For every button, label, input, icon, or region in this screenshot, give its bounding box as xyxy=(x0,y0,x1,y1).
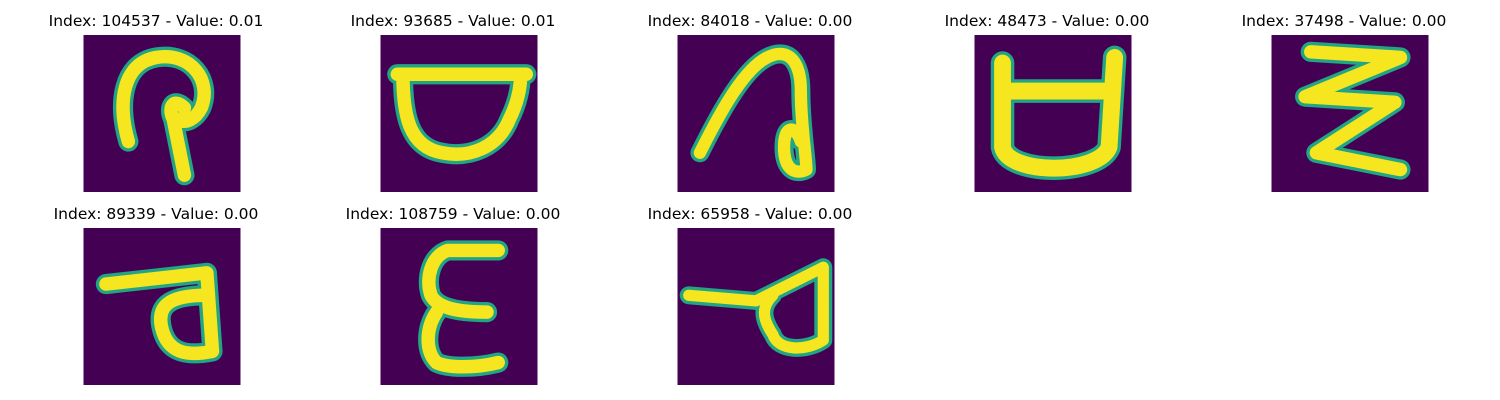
arch-with-loop-character-image xyxy=(677,35,835,192)
pointer-loop-character-image xyxy=(677,228,835,385)
panel-title: Index: 48473 - Value: 0.00 xyxy=(944,12,1150,30)
panel-title: Index: 65958 - Value: 0.00 xyxy=(647,205,853,223)
panel-title: Index: 89339 - Value: 0.00 xyxy=(53,205,259,223)
panel-title: Index: 93685 - Value: 0.01 xyxy=(350,12,556,30)
panel-title: Index: 108759 - Value: 0.00 xyxy=(345,205,561,223)
panel-title: Index: 104537 - Value: 0.01 xyxy=(48,12,264,30)
flag-loop-character-image xyxy=(83,228,241,385)
zigzag-character-image xyxy=(1271,35,1429,192)
bowl-character-image xyxy=(380,35,538,192)
panel-title: Index: 84018 - Value: 0.00 xyxy=(647,12,853,30)
epsilon-character-image xyxy=(380,228,538,385)
hooked-loop-character-image xyxy=(83,35,241,192)
cup-character-image xyxy=(974,35,1132,192)
panel-title: Index: 37498 - Value: 0.00 xyxy=(1241,12,1447,30)
